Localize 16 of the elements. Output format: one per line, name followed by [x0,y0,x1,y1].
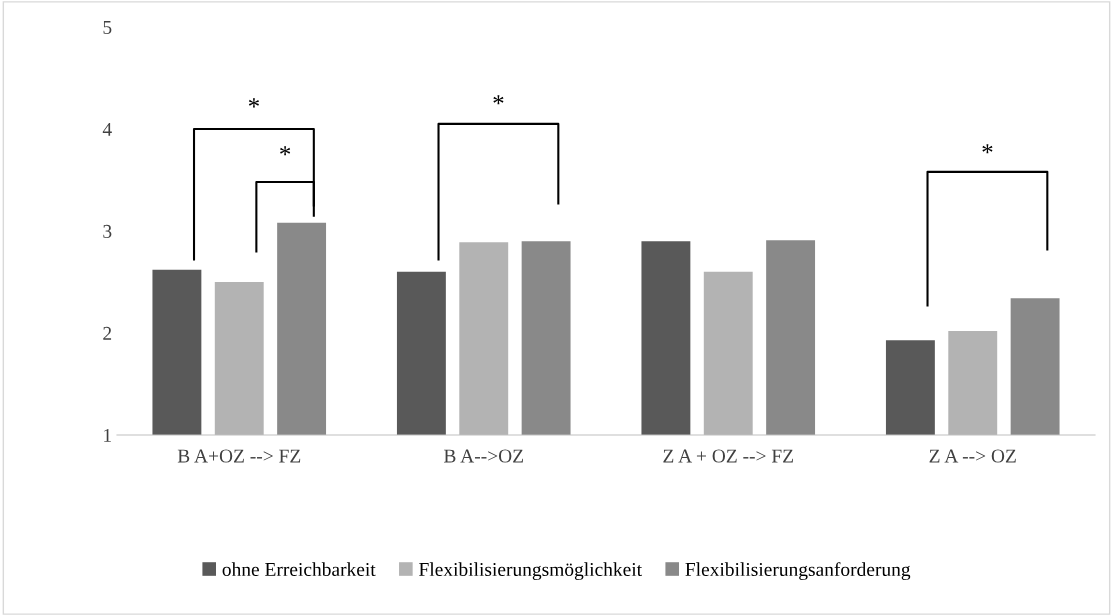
annotation: * [982,144,993,154]
y-tick-label: 2 [103,326,112,340]
x-tick-label: B A+OZ --> FZ [177,449,301,463]
annotation: * [493,95,504,105]
x-tick-label: Z A + OZ --> FZ [663,449,793,463]
legend-label: Flexibilisierungsmöglichkeit [419,562,642,581]
y-tick-label: 4 [102,122,112,136]
annotation: * [248,98,259,108]
x-tick-label: B A-->OZ [443,449,524,463]
legend-label: Flexibilisierungsanforderung [685,562,911,581]
annotation: * [280,146,291,156]
y-tick-label: 1 [104,428,111,442]
y-tick-label: 5 [103,21,112,34]
x-tick-label: Z A --> OZ [929,449,1016,463]
legend-label: ohne Erreichbarkeit [222,562,376,577]
y-tick-label: 3 [103,224,112,238]
